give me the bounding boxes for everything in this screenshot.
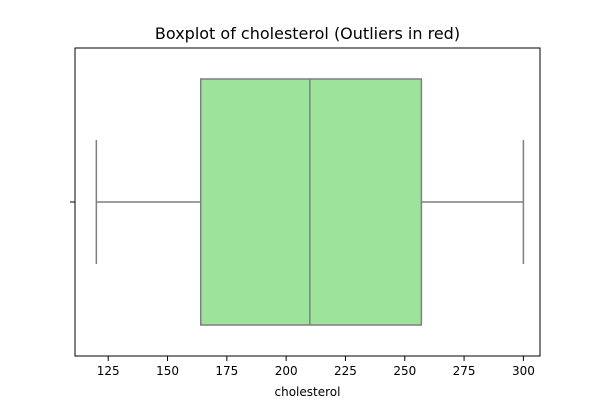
chart-title: Boxplot of cholesterol (Outliers in red) bbox=[155, 24, 460, 43]
iqr-box bbox=[199, 78, 423, 326]
x-tick-label: 275 bbox=[453, 364, 476, 378]
x-tick-label: 250 bbox=[393, 364, 416, 378]
x-tick-label: 300 bbox=[512, 364, 535, 378]
x-tick-label: 225 bbox=[334, 364, 357, 378]
x-tick-label: 175 bbox=[215, 364, 238, 378]
x-axis: 125 150 175 200 225 250 275 300 bbox=[97, 356, 535, 378]
x-axis-label: cholesterol bbox=[275, 385, 341, 399]
x-tick-label: 125 bbox=[97, 364, 120, 378]
x-tick-label: 200 bbox=[275, 364, 298, 378]
plot-area bbox=[95, 78, 525, 326]
x-tick-label: 150 bbox=[156, 364, 179, 378]
